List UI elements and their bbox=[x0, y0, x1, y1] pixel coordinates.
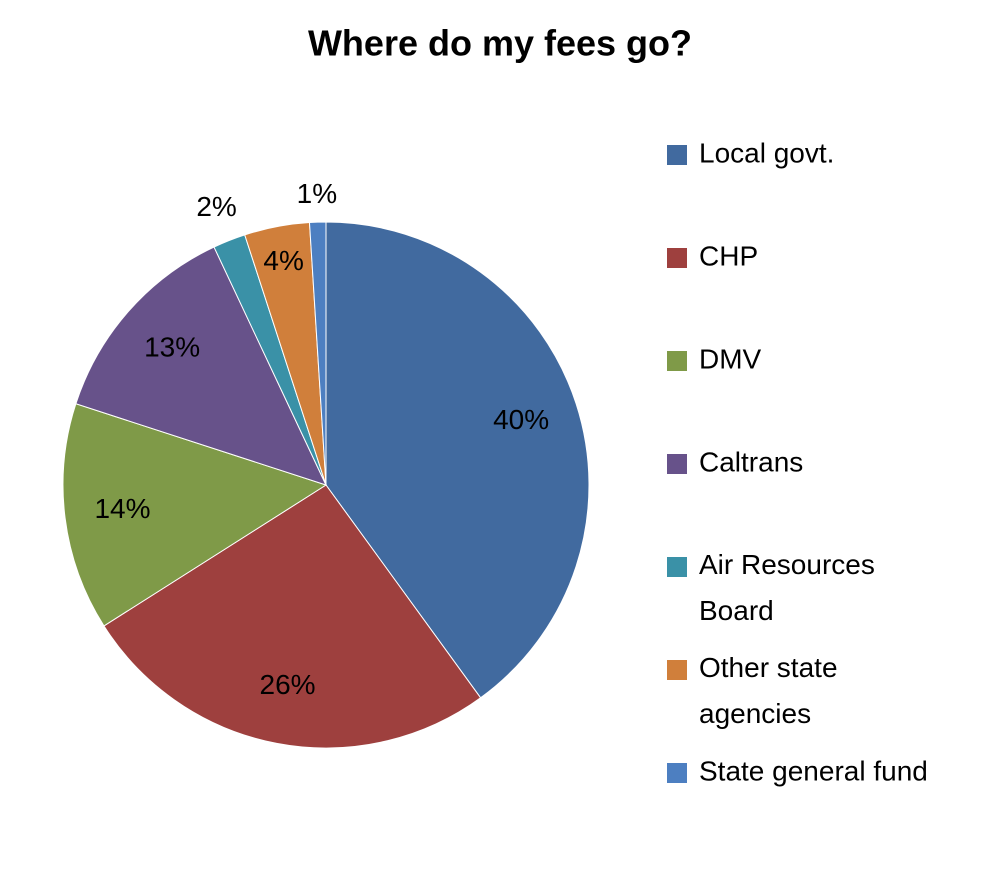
pie-slice bbox=[308, 221, 327, 486]
legend-line: Board bbox=[699, 595, 774, 626]
legend-line: agencies bbox=[699, 698, 811, 729]
legend-label: Caltrans bbox=[699, 446, 803, 477]
data-label: 1% bbox=[297, 178, 337, 209]
data-label: 40% bbox=[493, 404, 549, 435]
legend-swatch bbox=[667, 145, 687, 165]
legend-swatch bbox=[667, 660, 687, 680]
data-label: 14% bbox=[94, 493, 150, 524]
legend-label: State general fund bbox=[699, 755, 928, 786]
legend-swatch bbox=[667, 763, 687, 783]
legend-line: Other state bbox=[699, 652, 838, 683]
legend-line: Air Resources bbox=[699, 549, 875, 580]
legend-label: CHP bbox=[699, 240, 758, 271]
legend-label: Air Resources Board bbox=[699, 549, 875, 626]
legend-swatch bbox=[667, 557, 687, 577]
data-label: 26% bbox=[260, 669, 316, 700]
legend-swatch bbox=[667, 351, 687, 371]
legend-label: Other state agencies bbox=[699, 652, 838, 729]
legend-swatch bbox=[667, 454, 687, 474]
legend-swatch bbox=[667, 248, 687, 268]
pie-slice bbox=[62, 403, 328, 627]
chart-title: Where do my fees go? bbox=[308, 23, 692, 64]
data-label: 13% bbox=[144, 332, 200, 363]
pie-slice bbox=[75, 246, 327, 486]
data-label: 2% bbox=[196, 191, 236, 222]
pie-slice bbox=[103, 484, 482, 749]
pie-slice bbox=[325, 221, 590, 699]
legend-label: DMV bbox=[699, 343, 762, 374]
legend-label: Local govt. bbox=[699, 137, 834, 168]
data-label: 4% bbox=[263, 245, 303, 276]
